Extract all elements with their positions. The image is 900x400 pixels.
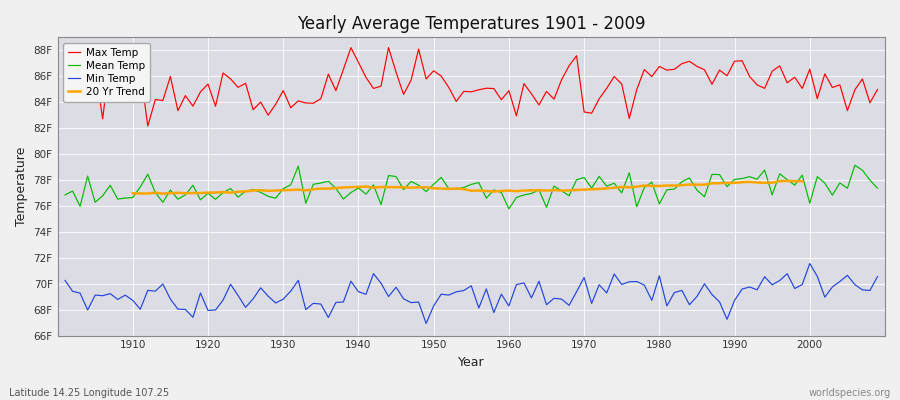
Mean Temp xyxy=(120,196,130,200)
20 Yr Trend xyxy=(128,191,139,196)
Mean Temp xyxy=(872,186,883,190)
20 Yr Trend xyxy=(158,191,168,196)
Line: Min Temp: Min Temp xyxy=(65,264,878,324)
Line: 20 Yr Trend: 20 Yr Trend xyxy=(133,181,802,194)
Mean Temp xyxy=(601,184,612,188)
Max Temp xyxy=(872,87,883,92)
Min Temp xyxy=(503,304,514,308)
Mean Temp xyxy=(59,192,70,197)
Line: Mean Temp: Mean Temp xyxy=(65,165,878,209)
Max Temp xyxy=(383,45,394,50)
Mean Temp xyxy=(285,182,296,187)
Min Temp xyxy=(330,300,341,305)
Min Temp xyxy=(511,282,522,287)
Min Temp xyxy=(805,261,815,266)
Mean Temp xyxy=(503,206,514,211)
Max Temp xyxy=(59,62,70,66)
20 Yr Trend xyxy=(796,179,807,184)
20 Yr Trend xyxy=(338,185,349,190)
20 Yr Trend xyxy=(706,181,717,186)
Min Temp xyxy=(601,290,612,295)
Text: Latitude 14.25 Longitude 107.25: Latitude 14.25 Longitude 107.25 xyxy=(9,388,169,398)
Mean Temp xyxy=(850,163,860,168)
Text: worldspecies.org: worldspecies.org xyxy=(809,388,891,398)
20 Yr Trend xyxy=(225,190,236,195)
Y-axis label: Temperature: Temperature xyxy=(15,147,28,226)
Mean Temp xyxy=(330,186,341,191)
Mean Temp xyxy=(496,190,507,195)
Max Temp xyxy=(608,74,619,79)
Max Temp xyxy=(518,81,529,86)
Max Temp xyxy=(511,114,522,118)
Max Temp xyxy=(120,78,130,83)
20 Yr Trend xyxy=(774,179,785,184)
Min Temp xyxy=(872,274,883,279)
Min Temp xyxy=(285,289,296,294)
Min Temp xyxy=(420,321,431,326)
Min Temp xyxy=(59,278,70,283)
20 Yr Trend xyxy=(691,182,702,187)
Max Temp xyxy=(292,98,303,103)
X-axis label: Year: Year xyxy=(458,356,484,369)
Legend: Max Temp, Mean Temp, Min Temp, 20 Yr Trend: Max Temp, Mean Temp, Min Temp, 20 Yr Tre… xyxy=(63,42,150,102)
Line: Max Temp: Max Temp xyxy=(65,48,878,126)
20 Yr Trend xyxy=(601,186,612,191)
Max Temp xyxy=(338,67,349,72)
Max Temp xyxy=(142,124,153,128)
Title: Yearly Average Temperatures 1901 - 2009: Yearly Average Temperatures 1901 - 2009 xyxy=(297,15,645,33)
Mean Temp xyxy=(511,195,522,200)
20 Yr Trend xyxy=(782,178,793,183)
Min Temp xyxy=(120,293,130,298)
